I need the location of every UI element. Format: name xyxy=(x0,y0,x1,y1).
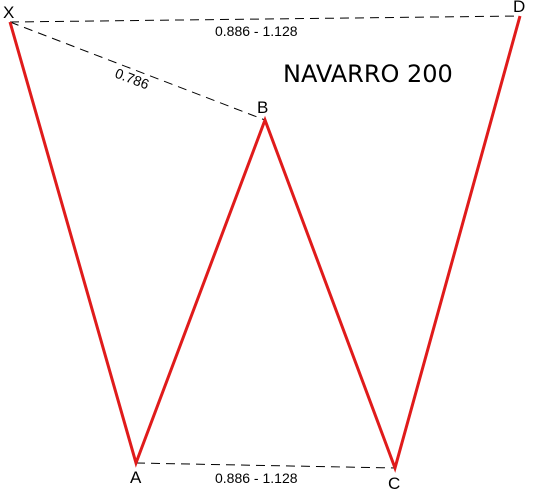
ratio-label-a-c: 0.886 - 1.128 xyxy=(215,470,298,486)
pattern-title: NAVARRO 200 xyxy=(283,60,453,88)
ratio-label-x-b: 0.786 xyxy=(113,65,152,93)
ratio-line-x-b xyxy=(9,21,266,121)
ratio-line-x-d xyxy=(9,15,521,23)
point-label-a: A xyxy=(130,468,142,487)
point-label-x: X xyxy=(3,3,14,22)
point-label-c: C xyxy=(388,474,400,493)
point-label-d: D xyxy=(513,0,525,16)
ratio-line-a-c xyxy=(135,462,396,469)
point-label-b: B xyxy=(257,98,268,117)
pattern-legs-xabcd xyxy=(8,15,522,473)
ratio-label-x-d: 0.886 - 1.128 xyxy=(215,23,298,39)
